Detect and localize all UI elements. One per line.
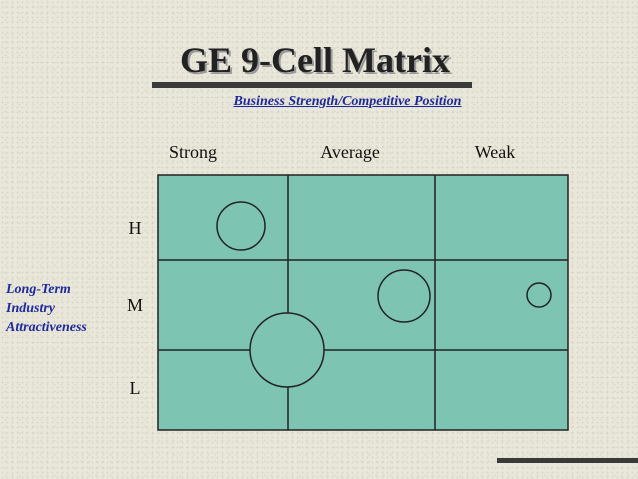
row-label-medium: M <box>126 295 143 315</box>
y-axis-title-line-3: Attractiveness <box>6 320 87 335</box>
slide-title: GE 9-Cell Matrix <box>180 40 450 80</box>
business-circle-medium-weak <box>526 282 552 308</box>
business-circle-border-strong-average <box>249 312 325 388</box>
footer-accent-bar <box>497 458 638 463</box>
row-label-high: H <box>128 218 142 238</box>
x-axis-title: Business Strength/Competitive Position <box>233 94 462 109</box>
row-label-low: L <box>129 378 141 398</box>
y-axis-title-line-2: Industry <box>6 301 56 316</box>
column-label-strong: Strong <box>168 142 217 162</box>
business-circle-medium-average <box>377 269 431 323</box>
matrix-background <box>157 174 569 431</box>
title-underline-divider <box>152 82 472 88</box>
column-label-average: Average <box>320 142 380 162</box>
business-circle-high-strong <box>216 201 266 251</box>
y-axis-title-line-1: Long-Term <box>6 282 71 297</box>
column-label-weak: Weak <box>474 142 516 162</box>
y-axis-title: Long-Term Industry Attractiveness <box>6 280 116 337</box>
